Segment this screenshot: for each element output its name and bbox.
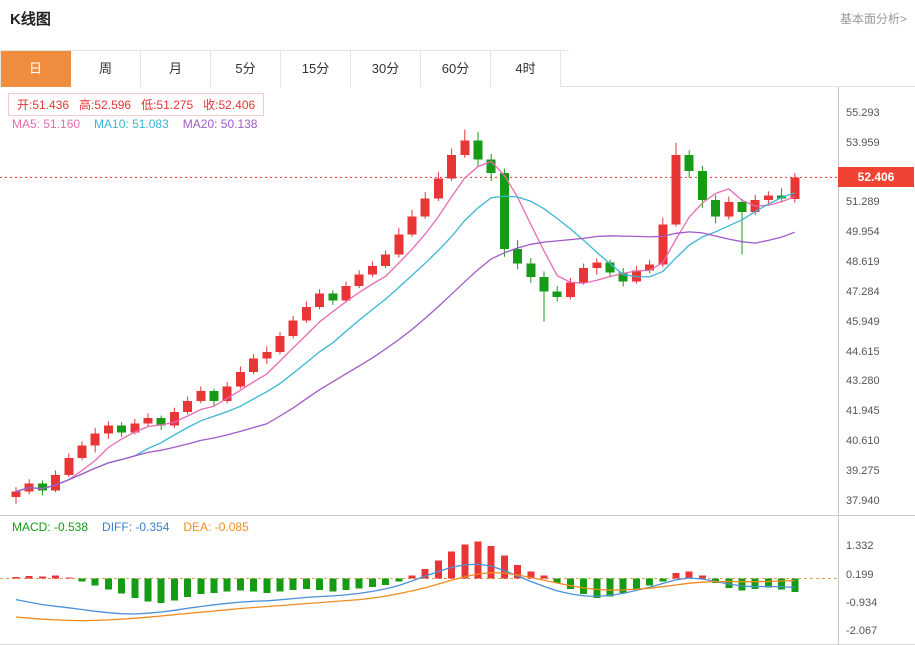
candlestick-svg: [0, 129, 838, 504]
period-tab-1[interactable]: 日: [1, 51, 71, 87]
ma-item: MA5: 51.160: [12, 117, 81, 131]
period-tab-8[interactable]: 4时: [491, 51, 561, 87]
axis-tick: 37.940: [846, 494, 880, 507]
axis-tick: 43.280: [846, 375, 880, 388]
axis-tick: 40.610: [846, 435, 880, 448]
axis-tick: 51.289: [846, 196, 880, 209]
tabbar: 日周月 5分 15分 30分 60分 4时: [0, 50, 915, 87]
price-axis: 55.293 53.959 51.289 49.954 48.619 47.284 45.9…: [838, 87, 915, 515]
page-title: K线图: [10, 11, 51, 28]
ohlc-item: 开:51.436: [17, 98, 70, 112]
ma-item: MA20: 50.138: [182, 117, 258, 131]
axis-tick: 48.619: [846, 256, 880, 269]
period-tab-4[interactable]: 5分: [211, 51, 281, 87]
axis-tick: 45.949: [846, 315, 880, 328]
ma-readout: MA5: 51.160 MA10: 51.083 MA20: 50.138: [12, 117, 271, 131]
ohlc-item: 高:52.596: [79, 98, 132, 112]
axis-tick: 55.293: [846, 106, 880, 119]
ma-item: MA10: 51.083: [94, 117, 169, 131]
macd-item: DIFF: -0.354: [102, 520, 170, 534]
period-tab-6[interactable]: 30分: [351, 51, 421, 87]
ohlc-item: 低:51.275: [141, 98, 194, 112]
axis-tick: 47.284: [846, 285, 880, 298]
period-tab-3[interactable]: 月: [141, 51, 211, 87]
axis-tick: 1.332: [846, 540, 874, 553]
current-price-tag: 52.406: [838, 167, 914, 188]
macd-panel[interactable]: MACD: -0.538 DIFF: -0.354 DEA: -0.085 1.33…: [0, 515, 915, 645]
axis-tick: 44.615: [846, 345, 880, 358]
candlestick-chart[interactable]: 开:51.436 高:52.596 低:51.275 收:52.406 MA5: 51…: [0, 87, 915, 515]
period-tab-7[interactable]: 60分: [421, 51, 491, 87]
axis-tick: -2.067: [846, 624, 878, 637]
macd-item: MACD: -0.538: [12, 520, 89, 534]
period-tabs: 日周月 5分 15分 30分 60分 4时: [0, 50, 569, 87]
axis-tick: 0.199: [846, 568, 874, 581]
macd-axis: 1.332 0.199 -0.934 -2.067: [838, 516, 915, 644]
axis-divider: [838, 87, 839, 645]
fundamental-analysis-link[interactable]: 基本面分析>: [839, 12, 907, 26]
page-header: K线图 基本面分析>: [0, 0, 915, 50]
period-tab-5[interactable]: 15分: [281, 51, 351, 87]
axis-tick: 41.945: [846, 405, 880, 418]
axis-tick: 53.959: [846, 136, 880, 149]
axis-tick: 49.954: [846, 226, 880, 239]
ohlc-readout: 开:51.436 高:52.596 低:51.275 收:52.406: [8, 93, 265, 116]
macd-item: DEA: -0.085: [183, 520, 249, 534]
axis-tick: 39.275: [846, 464, 880, 477]
axis-tick: -0.934: [846, 596, 878, 609]
macd-readout: MACD: -0.538 DIFF: -0.354 DEA: -0.085: [12, 520, 263, 534]
period-tab-2[interactable]: 周: [71, 51, 141, 87]
ohlc-item: 收:52.406: [203, 98, 256, 112]
macd-svg: [0, 541, 838, 622]
